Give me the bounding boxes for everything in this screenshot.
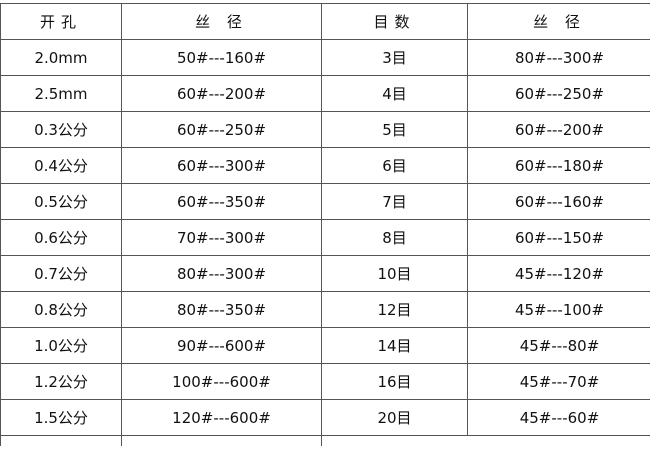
table-row: 0.6公分 70#---300# 8目 60#---150# — [0, 219, 650, 256]
wire-diameter-cell: 60#---300# — [121, 147, 322, 184]
wire-diameter-cell: 80#---350# — [121, 291, 322, 328]
header-opening: 开孔 — [0, 3, 122, 40]
opening-cell: 1.5公分 — [0, 399, 122, 436]
opening-cell: 2.5mm — [0, 75, 122, 112]
table-row: 0.8公分 80#---350# 12目 45#---100# — [0, 291, 650, 328]
mesh-count-cell: 4目 — [321, 75, 468, 112]
opening-cell: 2.0mm — [0, 39, 122, 76]
opening-cell: 0.4公分 — [0, 147, 122, 184]
mesh-count-cell: 6目 — [321, 147, 468, 184]
opening-cell: 0.6公分 — [0, 219, 122, 256]
mesh-count-cell: 16目 — [321, 363, 468, 400]
table-row-partial — [0, 435, 650, 446]
wire-diameter-2-cell: 60#---160# — [467, 183, 650, 220]
table-row: 0.7公分 80#---300# 10目 45#---120# — [0, 255, 650, 292]
wire-diameter-2-cell: 60#---200# — [467, 111, 650, 148]
wire-diameter-2-cell: 45#---70# — [467, 363, 650, 400]
wire-diameter-2-cell: 60#---250# — [467, 75, 650, 112]
wire-diameter-cell: 60#---200# — [121, 75, 322, 112]
table-row: 1.2公分 100#---600# 16目 45#---70# — [0, 363, 650, 400]
mesh-count-cell: 12目 — [321, 291, 468, 328]
mesh-count-cell: 5目 — [321, 111, 468, 148]
mesh-count-cell: 8目 — [321, 219, 468, 256]
wire-diameter-cell: 50#---160# — [121, 39, 322, 76]
table-row: 0.3公分 60#---250# 5目 60#---200# — [0, 111, 650, 148]
wire-diameter-cell: 80#---300# — [121, 255, 322, 292]
wire-diameter-2-cell: 45#---120# — [467, 255, 650, 292]
mesh-spec-table: 开孔 丝 径 目数 丝 径 2.0mm 50#---160# 3目 80#---300… — [0, 3, 650, 446]
empty-cell — [321, 435, 468, 446]
mesh-count-cell: 14目 — [321, 327, 468, 364]
table-row: 2.5mm 60#---200# 4目 60#---250# — [0, 75, 650, 112]
wire-diameter-cell: 70#---300# — [121, 219, 322, 256]
table-row: 0.5公分 60#---350# 7目 60#---160# — [0, 183, 650, 220]
opening-cell: 0.5公分 — [0, 183, 122, 220]
empty-cell — [467, 435, 650, 446]
opening-cell: 1.2公分 — [0, 363, 122, 400]
wire-diameter-cell: 120#---600# — [121, 399, 322, 436]
mesh-count-cell: 10目 — [321, 255, 468, 292]
opening-cell: 0.3公分 — [0, 111, 122, 148]
empty-cell — [0, 435, 122, 446]
opening-cell: 0.7公分 — [0, 255, 122, 292]
wire-diameter-2-cell: 45#---60# — [467, 399, 650, 436]
table-row: 1.5公分 120#---600# 20目 45#---60# — [0, 399, 650, 436]
header-wire-diameter: 丝 径 — [121, 3, 322, 40]
mesh-count-cell: 3目 — [321, 39, 468, 76]
wire-diameter-cell: 100#---600# — [121, 363, 322, 400]
wire-diameter-2-cell: 80#---300# — [467, 39, 650, 76]
table-row: 2.0mm 50#---160# 3目 80#---300# — [0, 39, 650, 76]
mesh-count-cell: 20目 — [321, 399, 468, 436]
header-mesh-count: 目数 — [321, 3, 468, 40]
wire-diameter-2-cell: 45#---80# — [467, 327, 650, 364]
mesh-count-cell: 7目 — [321, 183, 468, 220]
wire-diameter-cell: 90#---600# — [121, 327, 322, 364]
wire-diameter-cell: 60#---250# — [121, 111, 322, 148]
opening-cell: 1.0公分 — [0, 327, 122, 364]
header-wire-diameter-2: 丝 径 — [467, 3, 650, 40]
wire-diameter-cell: 60#---350# — [121, 183, 322, 220]
table-row: 1.0公分 90#---600# 14目 45#---80# — [0, 327, 650, 364]
table-row: 0.4公分 60#---300# 6目 60#---180# — [0, 147, 650, 184]
wire-diameter-2-cell: 60#---150# — [467, 219, 650, 256]
empty-cell — [121, 435, 322, 446]
wire-diameter-2-cell: 60#---180# — [467, 147, 650, 184]
opening-cell: 0.8公分 — [0, 291, 122, 328]
header-row: 开孔 丝 径 目数 丝 径 — [0, 3, 650, 40]
wire-diameter-2-cell: 45#---100# — [467, 291, 650, 328]
